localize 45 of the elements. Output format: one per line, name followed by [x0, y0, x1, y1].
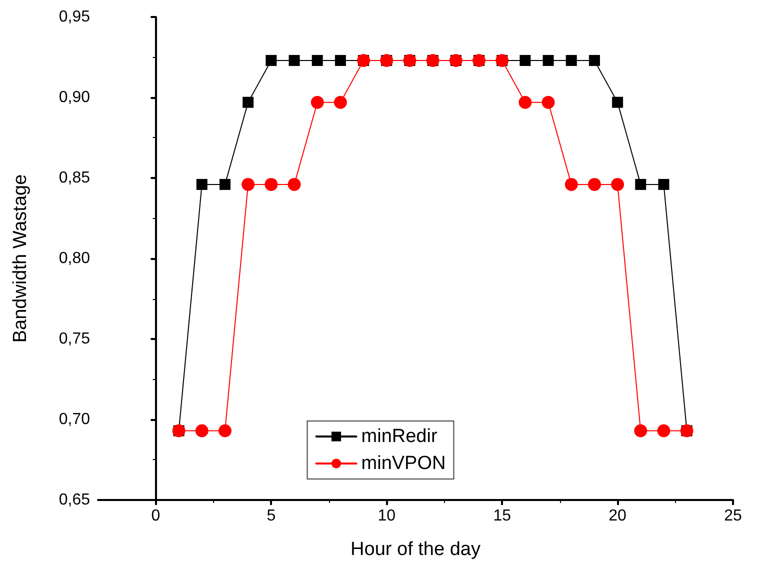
- point: [266, 54, 277, 66]
- x-tick-label: 0: [151, 508, 160, 524]
- point: [588, 178, 601, 191]
- point: [312, 54, 323, 66]
- point: [635, 178, 646, 190]
- point: [520, 54, 531, 66]
- y-axis-title: Bandwidth Wastage: [10, 174, 31, 343]
- y-tick-label: 0,70: [58, 411, 90, 428]
- point: [288, 54, 300, 66]
- point: [195, 424, 208, 438]
- x-tick-label: 25: [724, 508, 742, 524]
- legend-label: minRedir: [361, 426, 438, 447]
- point: [334, 54, 346, 66]
- point: [310, 96, 324, 109]
- y-tick-label: 0,85: [58, 170, 90, 186]
- point: [288, 178, 301, 191]
- x-tick-label: 15: [493, 508, 512, 524]
- point: [588, 54, 600, 66]
- point: [564, 178, 578, 191]
- legend-label: minVPON: [361, 453, 446, 474]
- y-tick-label: 0,90: [58, 89, 90, 106]
- point: [218, 424, 232, 438]
- point: [334, 96, 347, 109]
- point: [657, 424, 670, 438]
- point: [566, 54, 577, 66]
- y-tick-label: 0,95: [58, 8, 90, 26]
- point: [542, 54, 554, 66]
- point: [658, 178, 670, 190]
- point: [220, 178, 230, 190]
- x-tick-label: 5: [266, 508, 276, 524]
- point: [634, 424, 648, 438]
- point: [612, 96, 624, 108]
- point: [518, 96, 532, 109]
- point: [611, 178, 624, 191]
- point: [542, 96, 555, 109]
- point: [196, 178, 208, 190]
- y-tick-label: 0,65: [58, 492, 90, 508]
- x-axis-title: Hour of the day: [350, 539, 481, 560]
- x-tick-label: 10: [378, 508, 396, 524]
- y-tick-label: 0,80: [58, 250, 90, 267]
- point: [242, 96, 254, 108]
- point: [264, 178, 278, 191]
- x-tick-label: 20: [608, 508, 627, 524]
- point: [242, 178, 255, 191]
- y-tick-label: 0,75: [58, 330, 90, 348]
